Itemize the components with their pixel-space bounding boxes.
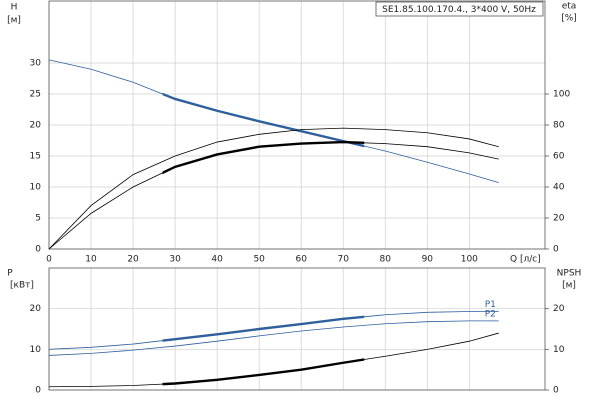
y-tick-label: 25 bbox=[30, 90, 41, 100]
x-axis-title: Q [л/с] bbox=[510, 255, 541, 265]
y-axis-title: H bbox=[11, 3, 18, 13]
x-tick-label: 100 bbox=[461, 255, 478, 265]
x-tick-label: 20 bbox=[127, 255, 139, 265]
curve bbox=[48, 320, 499, 356]
x-tick-label: 10 bbox=[85, 255, 97, 265]
curve bbox=[48, 59, 499, 184]
y-tick-label: 0 bbox=[35, 386, 41, 396]
y-tick-label: 5 bbox=[35, 214, 41, 224]
y-tick-label: 10 bbox=[30, 345, 42, 355]
y2-tick-label: 0 bbox=[553, 245, 559, 255]
y2-tick-label: 100 bbox=[553, 90, 570, 100]
y2-axis-unit: [%] bbox=[561, 14, 577, 24]
x-tick-label: 60 bbox=[295, 255, 307, 265]
plot-frame bbox=[48, 0, 546, 250]
y2-axis-unit: [м] bbox=[562, 281, 576, 291]
curve-highlight bbox=[162, 358, 365, 386]
y2-tick-label: 10 bbox=[553, 345, 565, 355]
y-axis-title: P bbox=[7, 269, 13, 279]
x-tick-label: 50 bbox=[253, 255, 265, 265]
y2-tick-label: 80 bbox=[553, 121, 565, 131]
y-tick-label: 0 bbox=[35, 245, 41, 255]
series-label: P2 bbox=[485, 309, 496, 319]
y2-tick-label: 40 bbox=[553, 183, 565, 193]
y-tick-label: 30 bbox=[30, 59, 42, 69]
curve-highlight bbox=[162, 315, 365, 342]
curve-highlight bbox=[162, 92, 365, 148]
y2-tick-label: 20 bbox=[553, 214, 565, 224]
x-tick-label: 40 bbox=[211, 255, 223, 265]
y-axis-unit: [кВт] bbox=[10, 281, 34, 291]
curve bbox=[48, 332, 499, 388]
y-tick-label: 10 bbox=[30, 183, 42, 193]
chart-title: SE1.85.100.170.4., 3*400 V, 50Hz bbox=[382, 5, 536, 15]
x-tick-label: 0 bbox=[46, 255, 52, 265]
y-axis-unit: [м] bbox=[7, 16, 21, 26]
curve-highlight bbox=[162, 140, 365, 175]
y-tick-label: 20 bbox=[30, 121, 42, 131]
curve bbox=[48, 311, 499, 350]
x-tick-label: 80 bbox=[380, 255, 392, 265]
y2-tick-label: 0 bbox=[553, 386, 559, 396]
y2-axis-title: NPSH bbox=[557, 269, 582, 279]
title-box bbox=[375, 1, 544, 17]
y2-axis-title: eta bbox=[562, 2, 577, 12]
x-tick-label: 70 bbox=[338, 255, 350, 265]
y-tick-label: 15 bbox=[30, 152, 41, 162]
curve bbox=[48, 127, 499, 250]
series-label: P1 bbox=[485, 300, 496, 310]
x-tick-label: 90 bbox=[422, 255, 434, 265]
curve bbox=[48, 141, 499, 250]
y2-tick-label: 60 bbox=[553, 152, 565, 162]
y-tick-label: 20 bbox=[30, 304, 42, 314]
x-tick-label: 30 bbox=[169, 255, 181, 265]
y2-tick-label: 20 bbox=[553, 304, 565, 314]
plot-frame bbox=[48, 267, 546, 391]
